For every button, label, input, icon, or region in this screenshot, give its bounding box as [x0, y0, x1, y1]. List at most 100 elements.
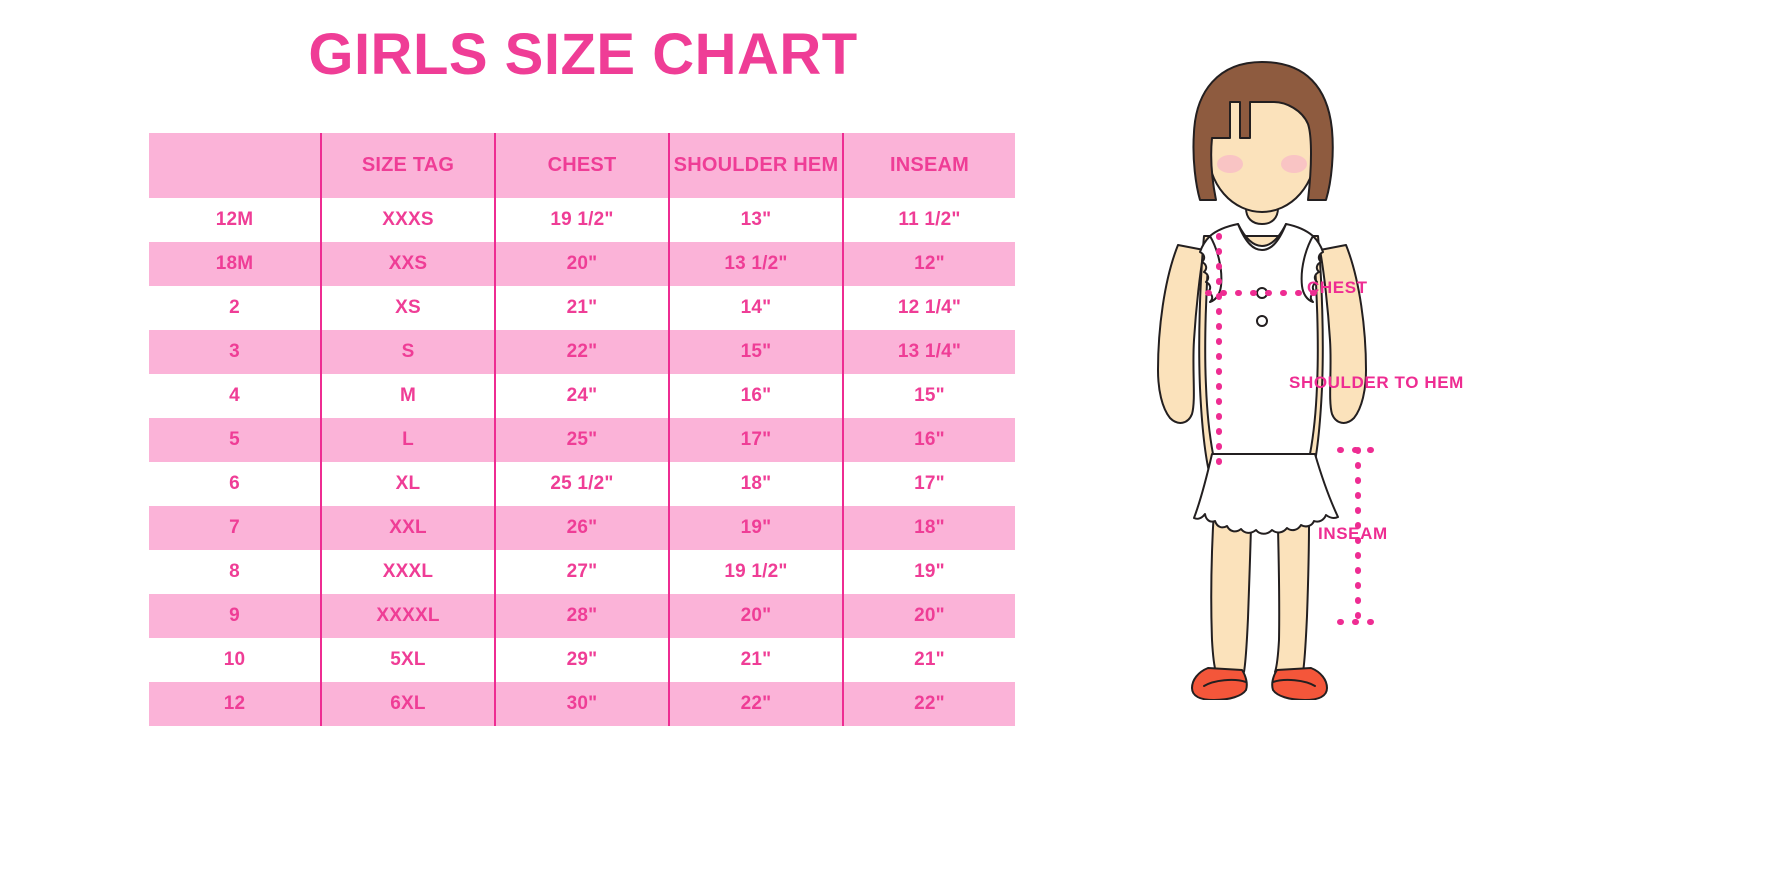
- cell-shoulder-hem: 17": [668, 418, 843, 462]
- cell-chest: 26": [494, 506, 669, 550]
- callout-label-inseam: INSEAM: [1318, 524, 1388, 543]
- column-header-chest: CHEST: [494, 133, 669, 198]
- right-sleeve-ruffle: [1300, 235, 1324, 303]
- cell-inseam: 12": [842, 242, 1015, 286]
- cell-inseam: 17": [842, 462, 1015, 506]
- cell-chest: 25": [494, 418, 669, 462]
- cell-shoulder-hem: 19": [668, 506, 843, 550]
- table-row: 2 XS 21" 14" 12 1/4": [149, 286, 1015, 330]
- cell-shoulder-hem: 14": [668, 286, 843, 330]
- cell-size: 2: [149, 286, 321, 330]
- cell-size: 8: [149, 550, 321, 594]
- cell-inseam: 18": [842, 506, 1015, 550]
- table-row: 12 6XL 30" 22" 22": [149, 682, 1015, 726]
- column-header-size: [149, 133, 321, 198]
- hair: [1192, 61, 1334, 201]
- cell-shoulder-hem: 19 1/2": [668, 550, 843, 594]
- left-shoe: [1191, 667, 1248, 700]
- right-cheek: [1281, 155, 1307, 173]
- left-cheek: [1217, 155, 1243, 173]
- cell-size: 6: [149, 462, 321, 506]
- left-arm: [1157, 244, 1205, 424]
- cell-shoulder-hem: 20": [668, 594, 843, 638]
- cell-shoulder-hem: 21": [668, 638, 843, 682]
- skirt: [1193, 453, 1339, 535]
- table-row: 12M XXXS 19 1/2" 13" 11 1/2": [149, 198, 1015, 242]
- cell-shoulder-hem: 13": [668, 198, 843, 242]
- left-shoe-strap: [1203, 678, 1247, 687]
- cell-chest: 21": [494, 286, 669, 330]
- right-arm: [1319, 244, 1367, 424]
- table-row: 3 S 22" 15" 13 1/4": [149, 330, 1015, 374]
- cell-shoulder-hem: 18": [668, 462, 843, 506]
- column-header-shoulder-hem: SHOULDER HEM: [668, 133, 843, 198]
- cell-size: 4: [149, 374, 321, 418]
- cell-inseam: 20": [842, 594, 1015, 638]
- cell-size-tag: S: [320, 330, 495, 374]
- table-row: 8 XXXL 27" 19 1/2" 19": [149, 550, 1015, 594]
- cell-inseam: 22": [842, 682, 1015, 726]
- cell-size-tag: M: [320, 374, 495, 418]
- cell-size-tag: XXXS: [320, 198, 495, 242]
- cell-size: 7: [149, 506, 321, 550]
- cell-inseam: 21": [842, 638, 1015, 682]
- cell-size: 10: [149, 638, 321, 682]
- cell-chest: 27": [494, 550, 669, 594]
- cell-size: 9: [149, 594, 321, 638]
- cell-chest: 30": [494, 682, 669, 726]
- cell-chest: 22": [494, 330, 669, 374]
- cell-size-tag: XXL: [320, 506, 495, 550]
- column-header-size-tag: SIZE TAG: [320, 133, 495, 198]
- left-sleeve-ruffle: [1199, 235, 1223, 303]
- top-neckline: [1237, 223, 1287, 251]
- right-shoe-strap: [1272, 678, 1316, 687]
- cell-shoulder-hem: 15": [668, 330, 843, 374]
- cell-chest: 28": [494, 594, 669, 638]
- column-header-inseam: INSEAM: [842, 133, 1015, 198]
- cell-chest: 24": [494, 374, 669, 418]
- table-row: 5 L 25" 17" 16": [149, 418, 1015, 462]
- page-title: GIRLS SIZE CHART: [308, 22, 858, 87]
- cell-chest: 25 1/2": [494, 462, 669, 506]
- top-garment: [1204, 223, 1319, 455]
- cell-size-tag: L: [320, 418, 495, 462]
- cell-size-tag: XS: [320, 286, 495, 330]
- cell-inseam: 11 1/2": [842, 198, 1015, 242]
- table-body: 12M XXXS 19 1/2" 13" 11 1/2" 18M XXS 20"…: [149, 198, 1015, 726]
- cell-size: 3: [149, 330, 321, 374]
- cell-size-tag: XL: [320, 462, 495, 506]
- table-row: 18M XXS 20" 13 1/2" 12": [149, 242, 1015, 286]
- table-header-row: SIZE TAG CHEST SHOULDER HEM INSEAM: [149, 133, 1015, 198]
- cell-inseam: 19": [842, 550, 1015, 594]
- callout-label-chest: CHEST: [1307, 278, 1368, 297]
- table-row: 10 5XL 29" 21" 21": [149, 638, 1015, 682]
- cell-inseam: 13 1/4": [842, 330, 1015, 374]
- cell-size: 12: [149, 682, 321, 726]
- callout-label-shoulder-to-hem: SHOULDER TO HEM: [1289, 373, 1464, 392]
- cell-shoulder-hem: 16": [668, 374, 843, 418]
- cell-shoulder-hem: 22": [668, 682, 843, 726]
- cell-size-tag: 5XL: [320, 638, 495, 682]
- cell-size-tag: 6XL: [320, 682, 495, 726]
- table-row: 7 XXL 26" 19" 18": [149, 506, 1015, 550]
- cell-size: 12M: [149, 198, 321, 242]
- cell-chest: 29": [494, 638, 669, 682]
- table-header: SIZE TAG CHEST SHOULDER HEM INSEAM: [149, 133, 1015, 198]
- size-chart-table-container: SIZE TAG CHEST SHOULDER HEM INSEAM 12M X…: [149, 133, 1015, 726]
- cell-size-tag: XXXL: [320, 550, 495, 594]
- table-row: 6 XL 25 1/2" 18" 17": [149, 462, 1015, 506]
- cell-inseam: 16": [842, 418, 1015, 462]
- cell-shoulder-hem: 13 1/2": [668, 242, 843, 286]
- table-row: 9 XXXXL 28" 20" 20": [149, 594, 1015, 638]
- girl-figure-illustration: [1100, 40, 1430, 700]
- size-chart-table: SIZE TAG CHEST SHOULDER HEM INSEAM 12M X…: [149, 133, 1015, 726]
- cell-chest: 20": [494, 242, 669, 286]
- cell-size-tag: XXS: [320, 242, 495, 286]
- cell-inseam: 15": [842, 374, 1015, 418]
- cell-chest: 19 1/2": [494, 198, 669, 242]
- cell-size-tag: XXXXL: [320, 594, 495, 638]
- cell-inseam: 12 1/4": [842, 286, 1015, 330]
- top-button-lower: [1256, 315, 1268, 327]
- cell-size: 5: [149, 418, 321, 462]
